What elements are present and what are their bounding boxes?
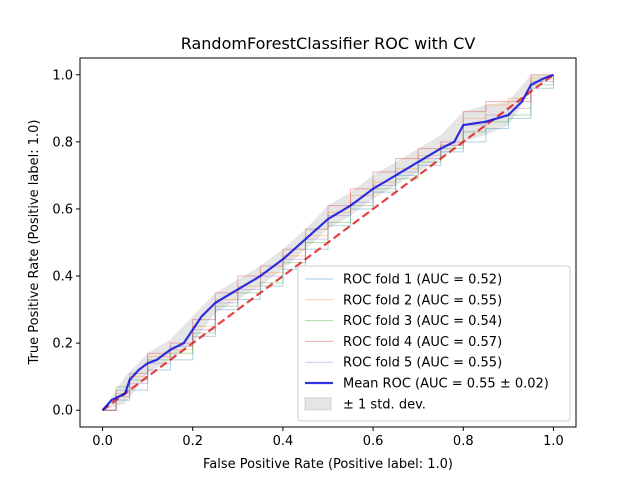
- y-tick-label: 0.8: [52, 135, 73, 150]
- plot-frame: [79, 57, 577, 428]
- y-ticks: 0.0 0.2 0.4 0.6 0.8 1.0: [52, 68, 80, 419]
- chart-title: RandomForestClassifier ROC with CV: [181, 34, 476, 53]
- legend-label: ROC fold 1 (AUC = 0.52): [343, 273, 502, 288]
- x-tick-label: 0.6: [363, 434, 384, 449]
- legend-label: ± 1 std. dev.: [343, 397, 426, 412]
- legend-box: [297, 265, 571, 422]
- x-tick-label: 0.4: [273, 434, 294, 449]
- x-ticks: 0.0 0.2 0.4 0.6 0.8 1.0: [92, 427, 564, 449]
- legend-swatch-std-band: [304, 397, 332, 411]
- legend-label: ROC fold 4 (AUC = 0.57): [343, 335, 502, 350]
- y-tick-label: 0.4: [52, 270, 73, 285]
- y-tick-label: 0.6: [52, 202, 73, 217]
- legend-label: ROC fold 2 (AUC = 0.55): [343, 293, 502, 308]
- y-tick-label: 0.2: [52, 337, 73, 352]
- mean-line-layer: [101, 73, 554, 411]
- mean-roc-line: [101, 73, 554, 411]
- y-axis-label: True Positive Rate (Positive label: 1.0): [27, 120, 42, 366]
- x-tick-label: 0.2: [182, 434, 203, 449]
- roc-fold-2-line: [102, 74, 554, 411]
- legend-label: Mean ROC (AUC = 0.55 ± 0.02): [343, 377, 549, 392]
- chance-line: [101, 73, 555, 412]
- x-tick-label: 0.0: [92, 434, 113, 449]
- x-tick-label: 1.0: [543, 434, 564, 449]
- legend-label: ROC fold 5 (AUC = 0.55): [343, 356, 502, 371]
- x-axis-label: False Positive Rate (Positive label: 1.0…: [203, 457, 453, 472]
- roc-fold-1-line: [102, 74, 554, 411]
- x-tick-label: 0.8: [453, 434, 474, 449]
- chance-line-layer: [101, 73, 555, 412]
- roc-fold-4-line: [102, 74, 554, 411]
- roc-fold-5-line: [102, 74, 554, 411]
- legend: ROC fold 1 (AUC = 0.52) ROC fold 2 (AUC =…: [297, 265, 571, 422]
- y-tick-label: 0.0: [52, 404, 73, 419]
- legend-items: ROC fold 1 (AUC = 0.52) ROC fold 2 (AUC =…: [304, 273, 549, 412]
- y-tick-label: 1.0: [52, 68, 73, 83]
- legend-label: ROC fold 3 (AUC = 0.54): [343, 314, 502, 329]
